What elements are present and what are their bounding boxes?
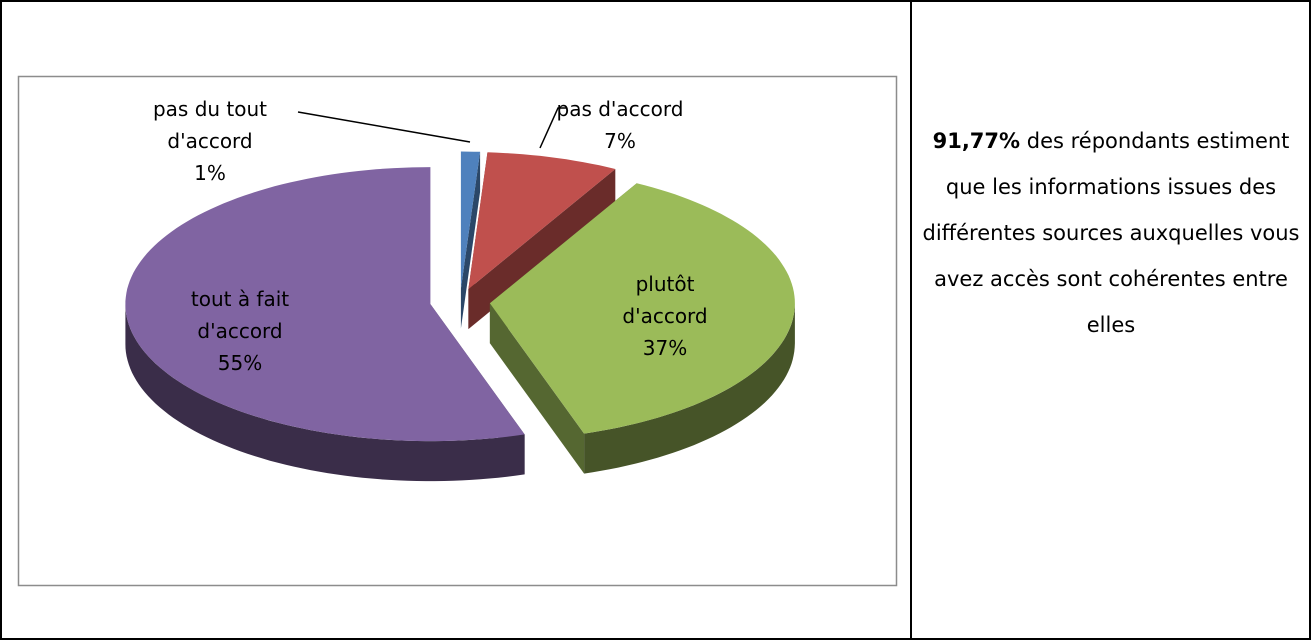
category-name: pas d'accord: [556, 97, 684, 121]
category-name: plutôt d'accord: [622, 272, 708, 328]
caption: 91,77% des répondants estiment que les i…: [918, 118, 1304, 348]
value-label: 37%: [642, 336, 688, 360]
slice-side: [460, 151, 481, 329]
value-label: 1%: [194, 161, 226, 185]
slice-wall: [584, 303, 795, 474]
category-name: pas du tout d'accord: [152, 97, 268, 153]
leader-line: [297, 111, 471, 143]
leader-line: [539, 107, 566, 149]
caption-text: des répondants estiment que les informat…: [922, 129, 1300, 337]
slice-label: tout à fait d'accord 55%: [165, 283, 315, 379]
slice: [125, 167, 525, 442]
slice-label: plutôt d'accord 37%: [605, 268, 725, 364]
slice-label: pas d'accord 7%: [545, 93, 695, 157]
slice: [489, 183, 795, 434]
slice: [468, 152, 616, 290]
category-name: tout à fait d'accord: [190, 287, 290, 343]
slice-wall: [125, 304, 525, 482]
slice-label: pas du tout d'accord 1%: [145, 93, 275, 189]
slice: [460, 151, 481, 289]
caption-bold: 91,77%: [932, 129, 1021, 153]
chart-frame: [17, 75, 898, 587]
slice-side: [489, 303, 585, 474]
value-label: 55%: [217, 351, 263, 375]
value-label: 7%: [604, 129, 636, 153]
slice-side: [468, 169, 616, 330]
